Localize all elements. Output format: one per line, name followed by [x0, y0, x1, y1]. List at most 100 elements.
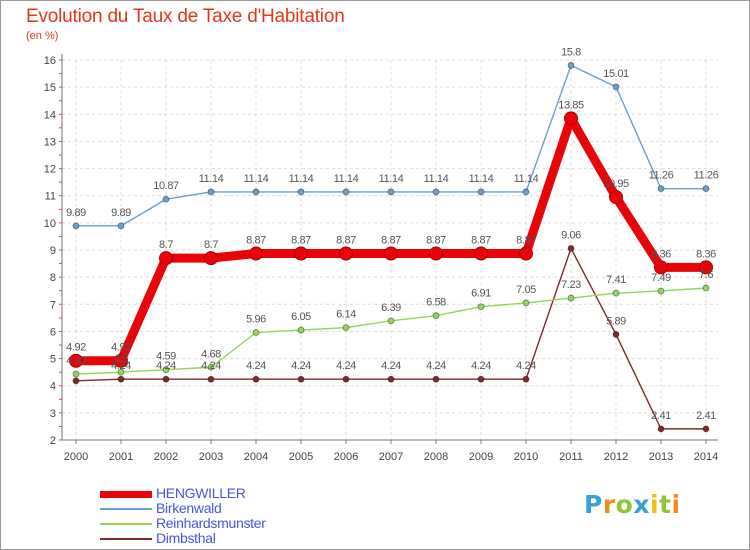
data-point-reinhardsmunster — [702, 284, 710, 292]
data-label: 7.49 — [651, 272, 671, 284]
data-label: 4.68 — [201, 348, 221, 360]
x-tick-label: 2011 — [559, 451, 583, 463]
data-point-reinhardsmunster — [162, 366, 170, 374]
y-tick-label: 15 — [44, 82, 56, 94]
data-point-reinhardsmunster — [522, 299, 530, 307]
data-label: 4.24 — [111, 360, 131, 372]
data-label: 4.92 — [66, 342, 86, 354]
data-labels-reinhardsmunster: 4.43 4.5 4.59 4.68 5.96 6.05 6.14 6.39 6.58 6.91 7… — [66, 269, 714, 367]
logo-letter: i — [671, 490, 681, 519]
logo-letter: P — [584, 490, 603, 519]
data-point-reinhardsmunster — [252, 329, 260, 336]
data-point-birkenwald — [387, 188, 395, 196]
chart-subtitle: (en %) — [26, 30, 59, 42]
data-point-birkenwald — [342, 188, 350, 196]
data-point-birkenwald — [72, 222, 80, 230]
data-point-reinhardsmunster — [72, 370, 80, 378]
data-point-hengwiller — [654, 260, 668, 275]
data-point-hengwiller — [519, 246, 533, 261]
data-labels-birkenwald: 9.89 9.89 10.87 11.14 11.14 11.14 11.14 11.14 11… — [66, 46, 719, 218]
x-tick-label: 2007 — [379, 451, 403, 463]
y-tick-label: 7 — [50, 299, 56, 311]
y-tick-label: 16 — [44, 55, 56, 67]
data-point-birkenwald — [162, 195, 170, 203]
data-point-hengwiller — [429, 246, 443, 261]
data-label: 4.43 — [66, 355, 86, 367]
data-label: 8.36 — [696, 248, 716, 260]
x-tick-label: 2013 — [649, 451, 673, 463]
data-point-dimbsthal — [252, 375, 260, 383]
y-tick-label: 12 — [44, 164, 56, 176]
data-label: 8.87 — [471, 235, 491, 247]
logo-letter: i — [650, 490, 660, 519]
data-point-reinhardsmunster — [207, 363, 215, 371]
x-tick-label: 2009 — [469, 451, 493, 463]
data-label: 4.24 — [201, 360, 221, 372]
data-point-hengwiller — [339, 246, 353, 261]
data-point-hengwiller — [699, 260, 713, 275]
data-label: 2.41 — [651, 410, 671, 422]
y-tick-label: 2 — [50, 435, 56, 447]
logo-letter: x — [633, 490, 650, 519]
legend-swatch-reinhardsmunster — [100, 523, 152, 525]
y-tick-label: 11 — [45, 191, 56, 203]
data-label: 9.06 — [561, 229, 581, 241]
data-point-dimbsthal — [342, 375, 350, 383]
legend-swatch-birkenwald — [100, 508, 152, 510]
data-label: 11.14 — [334, 173, 359, 185]
data-point-reinhardsmunster — [342, 324, 350, 332]
data-label: 6.91 — [471, 288, 491, 300]
y-tick-label: 5 — [50, 354, 56, 366]
data-point-birkenwald — [252, 188, 260, 196]
data-label: 8.87 — [426, 235, 446, 247]
legend-label-hengwiller: HENGWILLER — [156, 485, 246, 501]
data-labels-hengwiller: 4.92 4.92 8.7 8.7 8.87 8.87 8.87 8.87 8.87 8.87 8.… — [66, 99, 716, 353]
data-label: 9.89 — [111, 207, 131, 219]
data-point-hengwiller — [294, 246, 308, 261]
x-tick-label: 2014 — [694, 451, 718, 463]
data-label: 13.85 — [558, 99, 584, 111]
y-tick-label: 13 — [44, 136, 56, 148]
data-label: 4.92 — [111, 342, 131, 354]
data-point-dimbsthal — [612, 331, 620, 338]
chart-title: Evolution du Taux de Taxe d'Habitation — [26, 6, 345, 27]
data-point-reinhardsmunster — [432, 312, 440, 320]
y-tick-label: 8 — [50, 272, 56, 284]
data-label: 6.39 — [381, 302, 401, 314]
y-tick-label: 6 — [50, 326, 56, 338]
y-tick-label: 4 — [50, 381, 56, 393]
y-tick-label: 14 — [44, 109, 56, 121]
data-point-hengwiller — [114, 353, 128, 368]
data-point-birkenwald — [477, 188, 485, 196]
x-tick-label: 2010 — [514, 451, 538, 463]
data-point-birkenwald — [522, 188, 530, 196]
data-label: 8.7 — [159, 239, 173, 251]
data-point-reinhardsmunster — [297, 326, 305, 334]
data-label: 11.14 — [199, 173, 224, 185]
data-point-hengwiller — [204, 251, 218, 266]
data-label: 5.96 — [246, 314, 266, 326]
data-point-birkenwald — [117, 222, 125, 230]
data-label: 11.14 — [514, 173, 539, 185]
data-label: 11.14 — [244, 173, 269, 185]
data-label: 11.26 — [694, 170, 719, 182]
data-label: 4.59 — [156, 351, 176, 363]
x-tick-label: 2012 — [604, 451, 628, 463]
series-dimbsthal — [72, 244, 710, 433]
data-point-birkenwald — [297, 188, 305, 196]
data-label: 10.95 — [603, 178, 629, 190]
legend-label-birkenwald: Birkenwald — [156, 500, 222, 516]
data-point-dimbsthal — [117, 375, 125, 383]
data-label: 4.24 — [426, 360, 446, 372]
x-tick-label: 2006 — [334, 451, 358, 463]
data-label: 8.87 — [381, 235, 401, 247]
data-label: 6.58 — [426, 297, 446, 309]
data-label: 10.87 — [153, 180, 179, 192]
data-label: 5.89 — [606, 315, 626, 327]
data-point-birkenwald — [612, 83, 620, 91]
x-tick-label: 2005 — [289, 451, 313, 463]
x-tick-label: 2000 — [64, 451, 88, 463]
logo-letter: o — [615, 490, 634, 519]
data-point-birkenwald — [702, 185, 710, 193]
data-point-dimbsthal — [387, 375, 395, 383]
